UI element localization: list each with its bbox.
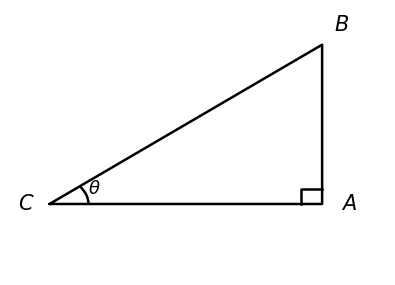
Text: $B$: $B$ [334, 15, 349, 35]
Text: $A$: $A$ [341, 194, 357, 214]
Text: $\theta$: $\theta$ [88, 180, 101, 198]
Text: $C$: $C$ [18, 194, 34, 214]
